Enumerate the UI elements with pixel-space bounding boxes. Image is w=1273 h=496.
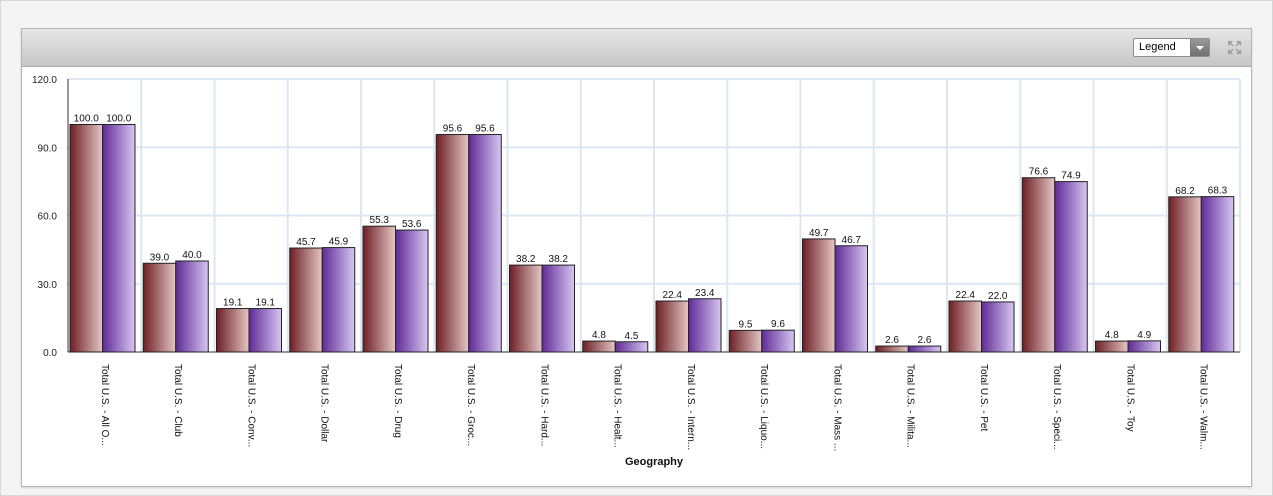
bar-series1[interactable] [802, 238, 836, 353]
x-tick-label: Total U.S. - Pet [978, 364, 989, 431]
bar-series1[interactable] [69, 124, 103, 353]
bar-series2[interactable] [541, 264, 575, 353]
bar-series2[interactable] [688, 298, 722, 353]
bar-series2[interactable] [321, 247, 356, 353]
bar-value-label: 68.3 [1208, 186, 1228, 197]
bar-value-label: 2.6 [885, 335, 899, 346]
bar-value-label: 39.0 [150, 252, 170, 263]
y-tick-label: 120.0 [32, 75, 57, 86]
bar-series1[interactable] [1095, 340, 1129, 353]
bar-series2[interactable] [102, 124, 136, 353]
bar-series1[interactable] [582, 340, 616, 353]
panel-header: Legend [22, 29, 1251, 67]
bar-series1[interactable] [1168, 196, 1202, 353]
bar-value-label: 100.0 [106, 114, 131, 125]
bar-value-label: 19.1 [223, 298, 243, 309]
bar-series1[interactable] [142, 262, 177, 353]
bar-value-label: 4.8 [1105, 330, 1119, 341]
bar-series1[interactable] [655, 300, 689, 353]
bar-series2[interactable] [1200, 196, 1235, 353]
bar-series1[interactable] [216, 308, 250, 353]
bar-series1[interactable] [728, 329, 763, 353]
bar-value-label: 38.2 [549, 254, 569, 265]
bar-value-label: 45.7 [296, 237, 316, 248]
chevron-down-icon[interactable] [1190, 39, 1209, 56]
bar-value-label: 22.0 [988, 291, 1008, 302]
x-tick-label: Total U.S. - Groc... [465, 364, 476, 446]
x-tick-label: Total U.S. - Intern... [685, 364, 696, 450]
bar-value-label: 9.6 [771, 319, 785, 330]
bar-value-label: 95.6 [475, 124, 495, 135]
y-tick-label: 30.0 [38, 280, 58, 291]
x-tick-label: Total U.S. - Mass ... [831, 364, 842, 451]
bar-series2[interactable] [907, 345, 942, 353]
bar-value-label: 4.9 [1137, 330, 1151, 341]
bar-value-label: 38.2 [516, 254, 536, 265]
x-tick-label: Total U.S. - Speci... [1051, 364, 1062, 450]
y-tick-label: 0.0 [43, 348, 57, 359]
bar-value-label: 55.3 [370, 215, 390, 226]
bar-value-label: 23.4 [695, 288, 715, 299]
bar-series1[interactable] [948, 300, 982, 353]
bar-series2[interactable] [395, 229, 429, 353]
bar-series2[interactable] [981, 301, 1015, 353]
bar-series1[interactable] [875, 345, 909, 353]
bar-value-label: 40.0 [182, 250, 202, 261]
bar-value-label: 4.5 [625, 331, 639, 342]
bar-value-label: 100.0 [74, 114, 99, 125]
x-tick-label: Total U.S. - Walm... [1198, 364, 1209, 450]
bar-value-label: 74.9 [1061, 171, 1081, 182]
bar-series2[interactable] [761, 329, 795, 353]
x-tick-label: Total U.S. - Drug [392, 364, 403, 438]
x-tick-label: Total U.S. - Club [172, 364, 183, 437]
bar-value-label: 45.9 [329, 237, 349, 248]
bar-value-label: 9.5 [739, 319, 753, 330]
bar-value-label: 76.6 [1029, 167, 1049, 178]
maximize-icon[interactable] [1227, 40, 1242, 55]
x-tick-label: Total U.S. - Hard... [538, 364, 549, 446]
chart-panel: Legend 0.0 30.0 60.0 90.0 120.0 100.0 39.0 19.1… [21, 28, 1252, 487]
bar-value-label: 22.4 [956, 290, 976, 301]
bar-value-label: 4.8 [592, 330, 606, 341]
bar-series1[interactable] [509, 264, 543, 353]
y-tick-label: 60.0 [38, 212, 58, 223]
x-tick-label: Total U.S. - Dollar [319, 364, 330, 443]
bar-value-label: 46.7 [842, 235, 862, 246]
x-tick-label: Total U.S. - All O... [99, 364, 110, 446]
bar-value-label: 95.6 [443, 124, 463, 135]
bar-series2[interactable] [614, 341, 649, 353]
bar-series1[interactable] [362, 225, 396, 353]
x-tick-label: Total U.S. - Conv... [245, 364, 256, 447]
y-tick-label: 90.0 [38, 143, 58, 154]
x-tick-label: Total U.S. - Liquo... [758, 364, 769, 449]
bar-series1[interactable] [1021, 177, 1056, 353]
bar-series2[interactable] [834, 245, 868, 353]
x-tick-label: Total U.S. - Milita... [905, 364, 916, 448]
bar-series2[interactable] [175, 260, 209, 353]
x-tick-label: Total U.S. - Healt... [612, 364, 623, 448]
x-tick-label: Total U.S. - Toy [1124, 364, 1135, 432]
bar-value-label: 49.7 [809, 228, 829, 239]
legend-select[interactable]: Legend [1133, 38, 1210, 57]
x-axis-title: Geography [625, 456, 684, 468]
bar-value-label: 19.1 [256, 298, 276, 309]
bar-series1[interactable] [289, 247, 323, 353]
bar-value-label: 53.6 [402, 219, 422, 230]
bar-value-label: 22.4 [663, 290, 683, 301]
bar-value-label: 68.2 [1175, 186, 1195, 197]
bar-value-label: 2.6 [918, 335, 932, 346]
bar-series2[interactable] [468, 134, 502, 353]
bar-series2[interactable] [1054, 181, 1088, 353]
bar-series2[interactable] [1127, 340, 1161, 353]
bar-series1[interactable] [435, 134, 470, 353]
bar-chart: 0.0 30.0 60.0 90.0 120.0 100.0 39.0 19.1 45.7 55.… [32, 75, 1241, 468]
legend-select-label: Legend [1139, 41, 1176, 53]
bar-series2[interactable] [248, 308, 282, 353]
